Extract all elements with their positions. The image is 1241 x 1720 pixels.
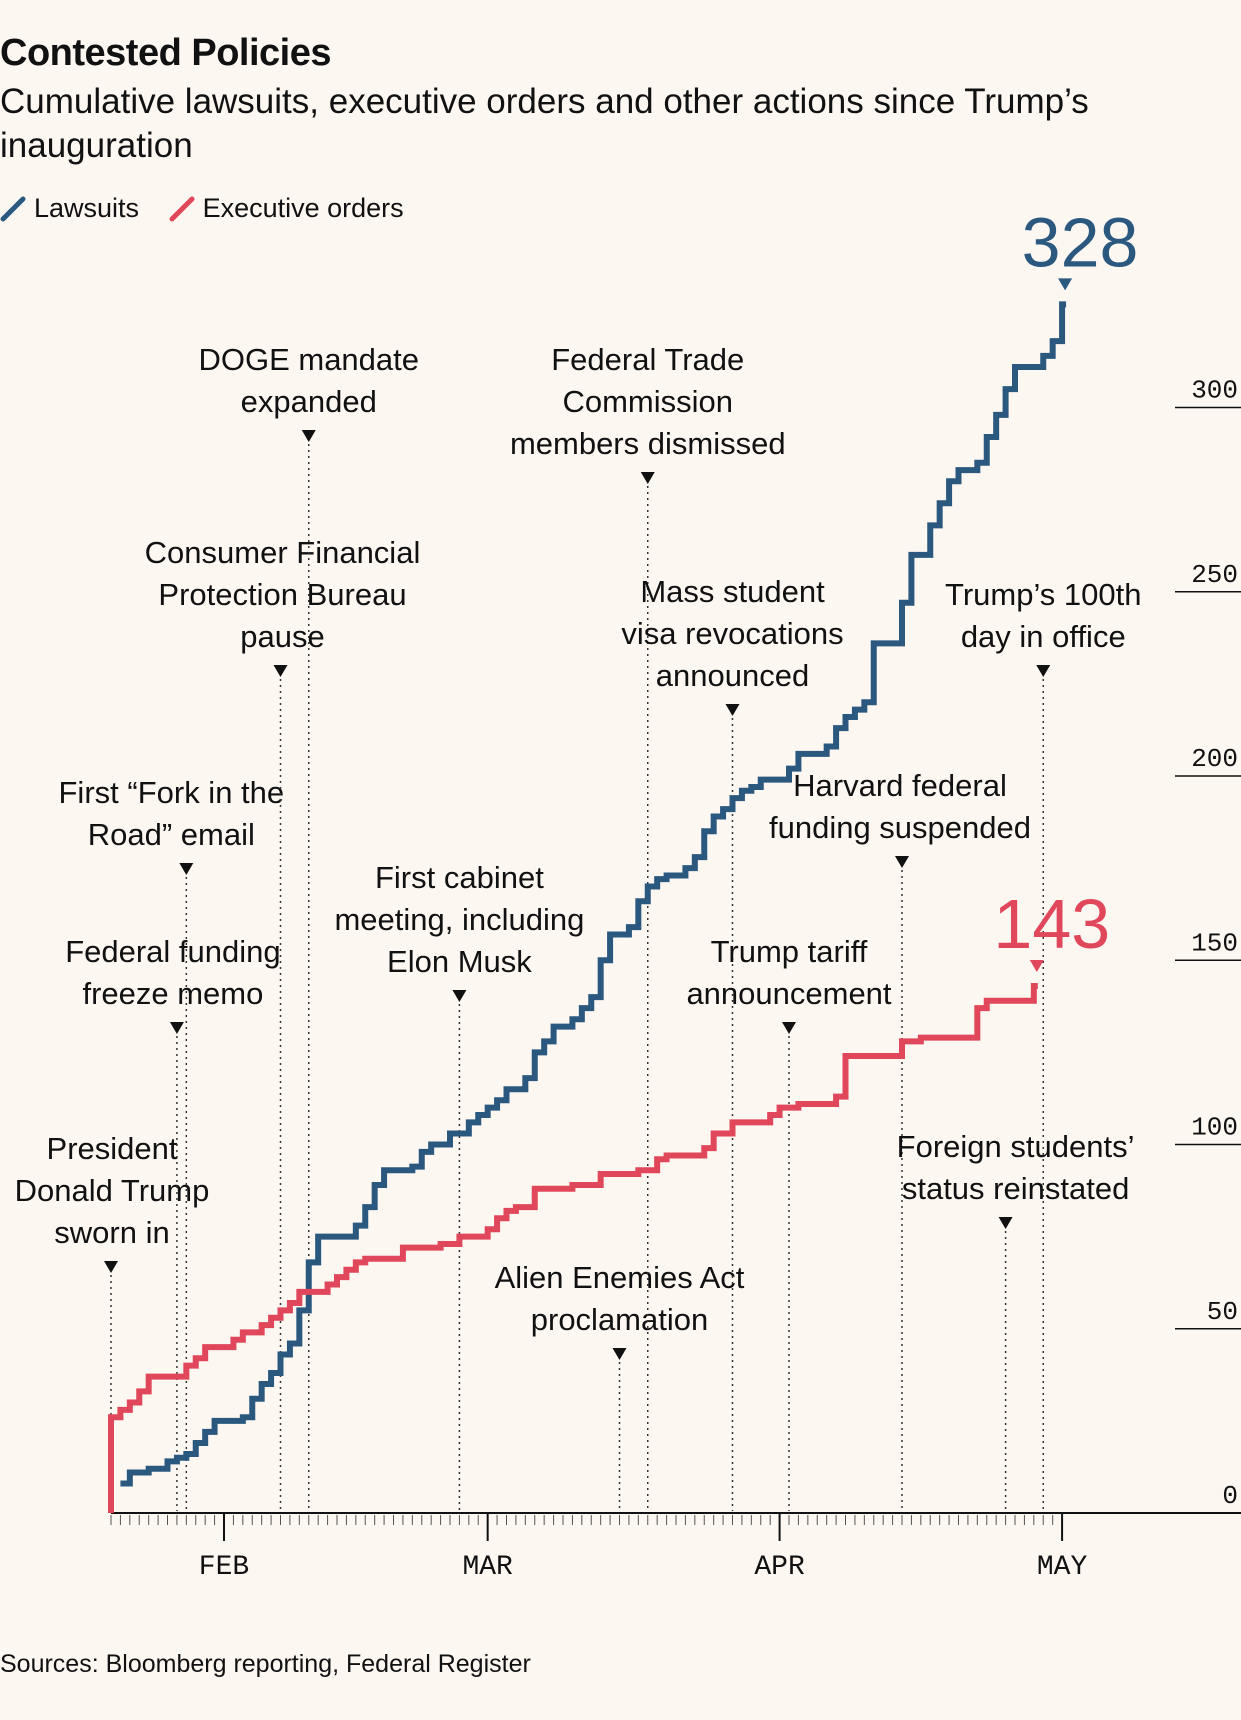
annotation-arrow: [169, 1022, 184, 1034]
legend-label-lawsuits: Lawsuits: [34, 193, 140, 223]
series-end-marker-executive-orders: [1029, 960, 1044, 973]
chart-subtitle: Cumulative lawsuits, executive orders an…: [0, 82, 1089, 165]
y-tick-label-200: 200: [1191, 744, 1238, 774]
legend-item-executive-orders: Executive orders: [169, 193, 404, 224]
annotation-arrow: [782, 1022, 796, 1034]
annotation-label: Elon Musk: [387, 944, 532, 979]
series-line-executive-orders: [108, 983, 1038, 1513]
series-end-label-lawsuits: 328: [1022, 203, 1139, 281]
annotation-label: meeting, including: [334, 902, 584, 937]
source-note: Sources: Bloomberg reporting, Federal Re…: [0, 1650, 531, 1678]
annotation-arrow: [640, 472, 655, 484]
annotation-label: announcement: [686, 976, 891, 1011]
legend-item-lawsuits: Lawsuits: [0, 193, 139, 224]
annotation-label: Harvard federal: [793, 768, 1007, 803]
y-tick-label-150: 150: [1191, 928, 1238, 958]
annotation-label: expanded: [241, 384, 377, 419]
annotation-arrow: [179, 863, 194, 875]
annotation-arrow: [612, 1348, 627, 1360]
annotation-label: Federal Trade: [551, 342, 744, 377]
y-tick-label-50: 50: [1207, 1297, 1238, 1327]
annotation-arrow: [301, 430, 316, 442]
annotation-label: status reinstated: [902, 1171, 1129, 1206]
annotation-label: Road” email: [88, 817, 255, 852]
series-end-label-executive-orders: 143: [993, 885, 1110, 963]
annotation-label: day in office: [961, 619, 1126, 654]
y-tick-label-250: 250: [1191, 560, 1238, 590]
series-end-marker-lawsuits: [1058, 278, 1073, 291]
annotation-label: pause: [240, 619, 324, 654]
annotation-label: visa revocations: [621, 616, 843, 651]
annotation-label: Consumer Financial: [145, 535, 421, 570]
x-tick-label-feb: FEB: [199, 1552, 249, 1583]
annotation-arrow: [895, 856, 909, 868]
annotation-arrow: [273, 665, 288, 677]
annotation-label: Donald Trump: [15, 1173, 210, 1208]
x-tick-label-may: MAY: [1037, 1552, 1088, 1583]
series-line-lawsuits: [120, 301, 1067, 1487]
annotation-arrow: [1036, 665, 1051, 677]
annotation-arrow: [452, 990, 467, 1002]
annotation-label: DOGE mandate: [198, 342, 419, 377]
annotation-label: Trump’s 100th: [945, 577, 1141, 612]
annotation-arrow: [998, 1217, 1013, 1229]
annotation-label: First “Fork in the: [59, 775, 285, 810]
annotation-arrow: [725, 704, 740, 716]
x-tick-label-mar: MAR: [462, 1552, 513, 1583]
legend-swatch-lawsuits: [0, 196, 26, 221]
annotation-label: Commission: [562, 384, 733, 419]
annotation-label: members dismissed: [510, 426, 786, 461]
annotation-label: Trump tariff: [711, 934, 868, 969]
annotation-label: Protection Bureau: [158, 577, 406, 612]
annotation-label: President: [47, 1131, 178, 1166]
annotation-label: Foreign students’: [897, 1129, 1135, 1164]
annotation-arrow: [104, 1261, 118, 1273]
annotation-label: proclamation: [531, 1302, 708, 1337]
annotation-label: Alien Enemies Act: [495, 1260, 745, 1295]
annotation-label: announced: [656, 658, 809, 693]
legend-label-executive-orders: Executive orders: [202, 193, 404, 223]
y-tick-label-0: 0: [1222, 1481, 1238, 1511]
chart-title: Contested Policies: [0, 32, 331, 74]
annotation-label: sworn in: [54, 1215, 169, 1250]
y-tick-label-300: 300: [1191, 376, 1238, 406]
legend-swatch-executive-orders: [169, 196, 195, 221]
annotation-label: freeze memo: [82, 976, 263, 1011]
legend: Lawsuits Executive orders: [0, 193, 426, 229]
annotation-label: Federal funding: [65, 934, 280, 969]
annotation-label: funding suspended: [769, 810, 1031, 845]
x-tick-label-apr: APR: [754, 1552, 805, 1583]
y-tick-label-100: 100: [1191, 1113, 1238, 1143]
annotation-label: Mass student: [640, 574, 825, 609]
annotation-label: First cabinet: [375, 860, 544, 895]
